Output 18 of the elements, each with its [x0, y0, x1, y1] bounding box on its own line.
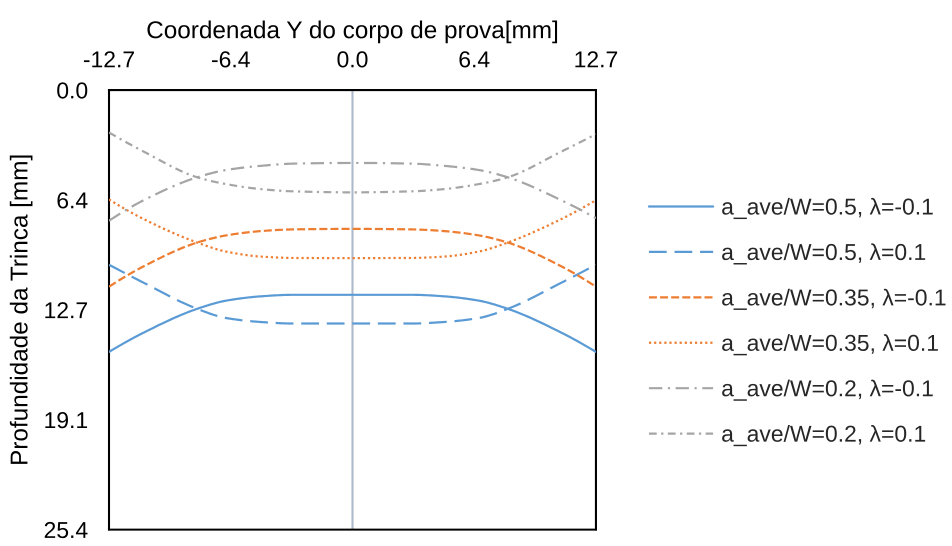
legend-label: a_ave/W=0.35, λ=0.1 — [722, 334, 938, 356]
x-tick-label: -12.7 — [84, 51, 134, 68]
x-tick-label: 6.4 — [459, 51, 490, 68]
x-tick-label: 12.7 — [575, 51, 618, 68]
x-tick-label: -6.4 — [212, 51, 250, 68]
y-tick-label: 12.7 — [45, 302, 88, 318]
y-tick-label: 19.1 — [45, 412, 88, 428]
y-tick-label: 6.4 — [57, 192, 88, 208]
legend-label: a_ave/W=0.2, λ=0.1 — [722, 425, 926, 446]
x-tick-label: 0.0 — [337, 51, 368, 68]
legend-label: a_ave/W=0.35, λ=-0.1 — [722, 288, 946, 310]
y-axis-title: Profundidade da Trinca [mm] — [10, 156, 32, 464]
x-axis-title: Coordenada Y do corpo de prova[mm] — [147, 20, 558, 44]
legend-label: a_ave/W=0.5, λ=0.1 — [722, 243, 926, 264]
legend-label: a_ave/W=0.2, λ=-0.1 — [722, 380, 933, 401]
legend-label: a_ave/W=0.5, λ=-0.1 — [722, 198, 933, 220]
y-tick-label: 25.4 — [44, 522, 88, 538]
y-tick-label: 0.0 — [57, 82, 88, 99]
